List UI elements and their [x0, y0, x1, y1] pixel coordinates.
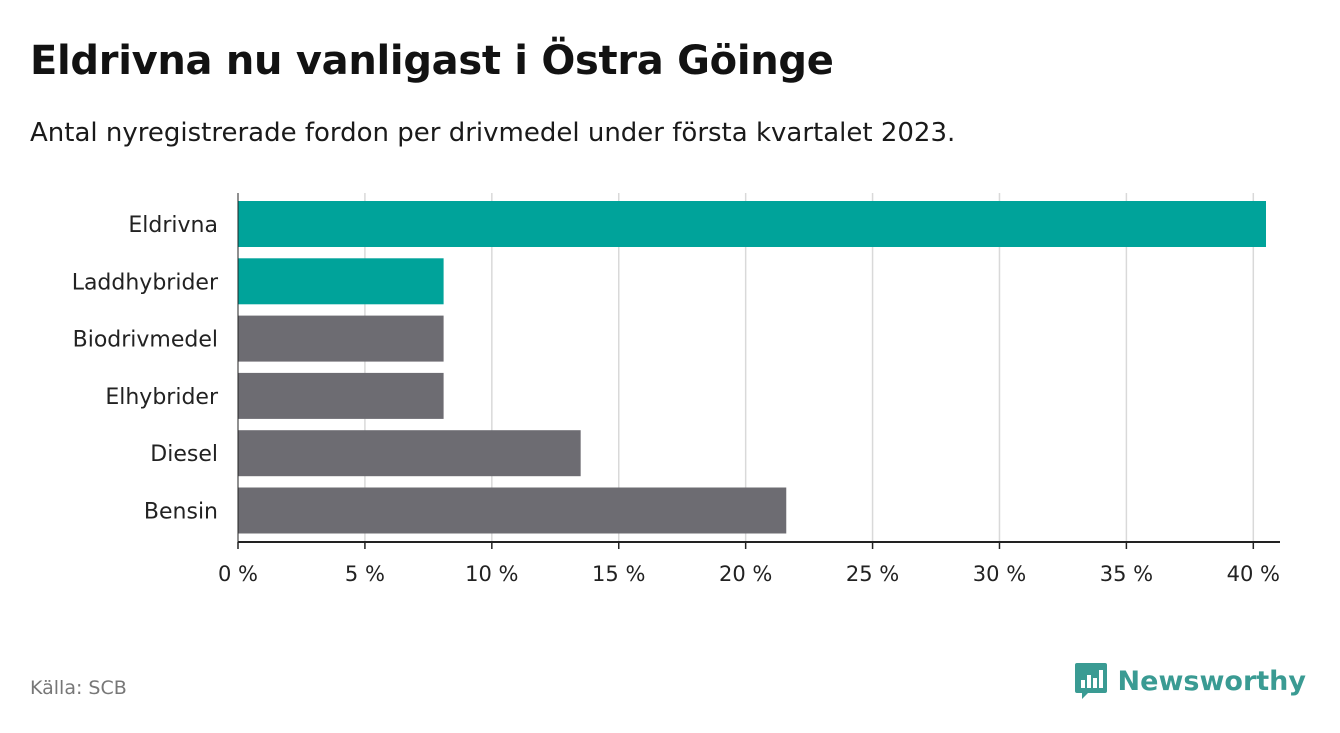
category-label: Eldrivna	[128, 213, 218, 238]
category-label: Laddhybrider	[72, 270, 219, 295]
bar-elhybrider	[238, 372, 444, 419]
category-labels: Eldrivna Laddhybrider Biodrivmedel Elhybrid…	[72, 213, 219, 525]
chart-title: Eldrivna nu vanligast i Östra Göinge	[30, 38, 834, 84]
x-tick-label: 5 %	[345, 562, 385, 586]
bar-biodrivmedel	[238, 315, 444, 362]
bar-bensin	[238, 487, 787, 534]
x-tick-label: 25 %	[846, 562, 899, 586]
bar-laddhybrider	[238, 258, 444, 305]
bar-diesel	[238, 430, 581, 477]
x-tick-label: 15 %	[592, 562, 645, 586]
category-label: Bensin	[144, 500, 218, 525]
x-axis: 0 % 5 % 10 % 15 % 20 % 25 % 30 % 35 % 40 %	[218, 193, 1280, 586]
category-label: Elhybrider	[105, 385, 219, 410]
grid-layer	[364, 193, 1255, 542]
category-label: Biodrivmedel	[73, 328, 218, 353]
x-tick-label: 0 %	[218, 562, 258, 586]
x-tick-label: 30 %	[973, 562, 1026, 586]
bar-layer	[238, 201, 1266, 534]
x-tick-label: 35 %	[1100, 562, 1153, 586]
bar-chart-icon	[1074, 663, 1107, 699]
source-note: Källa: SCB	[30, 677, 127, 699]
bar-eldrivna	[238, 201, 1266, 247]
x-tick-label: 10 %	[465, 562, 518, 586]
category-label: Diesel	[150, 442, 218, 467]
brand-name: Newsworthy	[1117, 665, 1306, 697]
brand-logo: Newsworthy	[1074, 662, 1306, 700]
x-tick-label: 20 %	[719, 562, 772, 586]
x-tick-label: 40 %	[1227, 562, 1280, 586]
chart-subtitle: Antal nyregistrerade fordon per drivmede…	[30, 118, 956, 148]
